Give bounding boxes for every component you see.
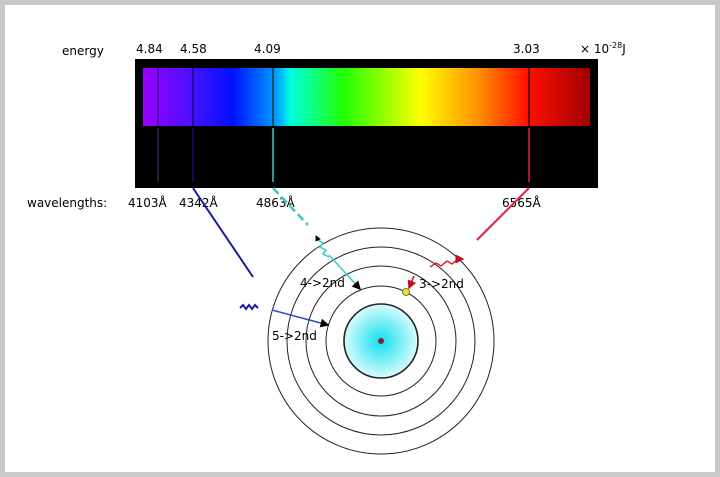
orbit-5 — [286, 246, 476, 436]
energy-value: 4.58 — [180, 42, 207, 56]
wavelengths-label: wavelengths: — [27, 196, 107, 210]
energy-label: energy — [62, 44, 104, 58]
transition-4-label: 4->2nd — [300, 276, 345, 290]
transition-3-label: 3->2nd — [419, 277, 464, 291]
photon-emit-arrow — [315, 235, 321, 242]
blue-photon-wave — [239, 303, 259, 311]
wavelength-value: 4863Å — [256, 195, 296, 210]
wavelength-value: 4342Å — [179, 195, 219, 210]
red-photon-wave — [429, 254, 465, 268]
transition-3-arrow — [407, 275, 417, 290]
emission-lines — [157, 128, 530, 182]
atom — [267, 227, 495, 455]
continuous-spectrum — [143, 68, 590, 126]
cyan-photon-wave — [317, 239, 330, 258]
transition-5-label: 5->2nd — [272, 329, 317, 343]
energy-value: 4.84 — [136, 42, 163, 56]
transition-5-arrow — [271, 309, 330, 328]
transition-4-arrow — [328, 254, 362, 291]
energy-value: 3.03 — [513, 42, 540, 56]
nucleus — [378, 338, 384, 344]
absorption-lines — [157, 68, 530, 126]
orbit-4 — [305, 265, 457, 417]
electron — [402, 288, 410, 296]
wavelength-value: 4103Å — [128, 195, 168, 210]
blue-connector — [192, 187, 254, 278]
orbit-6 — [267, 227, 495, 455]
orbit-3 — [325, 285, 437, 397]
energy-value: 4.09 — [254, 42, 281, 56]
energy-unit: × 10-28J — [580, 41, 626, 56]
red-connector — [476, 187, 530, 241]
cyan-connector — [272, 187, 309, 226]
